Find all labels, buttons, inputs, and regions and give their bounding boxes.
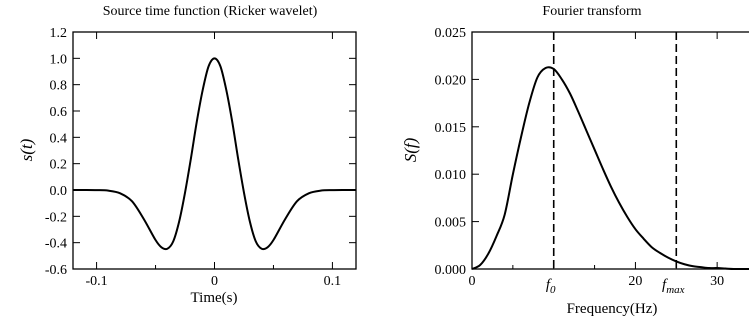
series-line-ricker-wavelet	[72, 57, 357, 251]
y-tick-label: 0.8	[50, 79, 68, 94]
y-tick-label: 1.0	[50, 52, 68, 67]
marker-label-subscript: max	[666, 284, 684, 296]
y-tick-label: 0.0	[50, 184, 68, 199]
ricker-wavelet-chart: Source time function (Ricker wavelet) -0…	[17, 4, 357, 306]
marker-label: f0	[546, 277, 556, 296]
x-tick-label: 0	[211, 274, 218, 289]
fourier-transform-chart: Fourier transform 0 20 30 0.000 0.005 0.010 0.…	[401, 4, 749, 317]
x-axis-label: Frequency(Hz)	[567, 301, 658, 317]
y-tick-label: -0.2	[45, 210, 67, 225]
y-tick-label: 0.010	[435, 168, 467, 183]
x-tick-label: 0.1	[324, 274, 342, 289]
marker-label-main: f	[546, 277, 552, 293]
y-tick-label: 0.000	[435, 263, 467, 278]
marker-label-main: f	[662, 277, 668, 293]
series-line-fourier-spectrum	[471, 66, 749, 271]
x-tick-label: 30	[710, 274, 724, 289]
x-tick-label: 0	[469, 274, 476, 289]
marker-label: fmax	[662, 277, 685, 296]
x-tick-label: -0.1	[85, 274, 107, 289]
marker-label-subscript: 0	[550, 284, 556, 296]
y-tick-label: 0.020	[435, 73, 467, 88]
y-tick-label: -0.4	[45, 237, 67, 252]
chart-title: Fourier transform	[542, 4, 641, 19]
plot-frame	[471, 31, 749, 270]
y-axis-label: s(t)	[17, 138, 36, 161]
y-tick-label: -0.6	[45, 263, 67, 278]
plot-frame	[72, 31, 357, 270]
y-tick-label: 0.4	[50, 131, 68, 146]
y-tick-label: 0.015	[435, 121, 467, 136]
y-tick-label: 1.2	[50, 26, 68, 41]
y-tick-label: 0.6	[50, 105, 68, 120]
chart-title: Source time function (Ricker wavelet)	[103, 4, 318, 19]
y-axis-label: S(f)	[401, 137, 420, 162]
x-axis-label: Time(s)	[191, 290, 238, 306]
x-tick-label: 20	[628, 274, 642, 289]
y-tick-label: 0.025	[435, 26, 467, 41]
y-tick-label: 0.005	[435, 216, 467, 231]
y-tick-label: 0.2	[50, 158, 68, 173]
